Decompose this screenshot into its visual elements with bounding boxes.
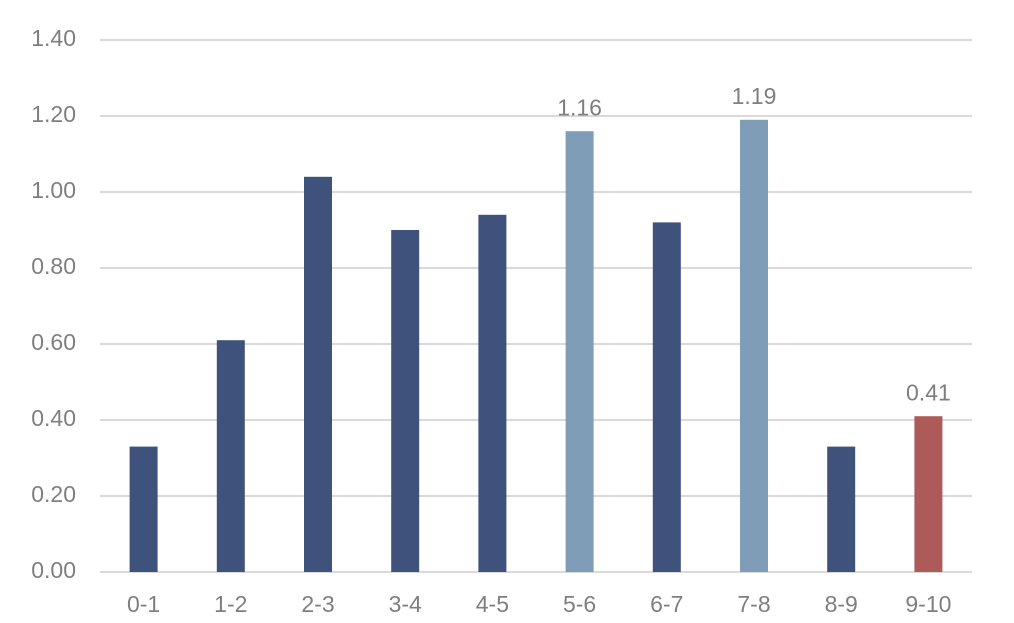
bar — [129, 446, 158, 572]
bar — [740, 119, 768, 573]
x-tick-label: 7-8 — [737, 591, 770, 617]
x-tick-label: 9-10 — [905, 591, 951, 617]
x-tick-label: 8-9 — [825, 591, 858, 617]
x-tick-label: 1-2 — [214, 591, 247, 617]
bar — [216, 340, 245, 572]
y-tick-label: 0.40 — [31, 405, 76, 431]
y-tick-label: 1.00 — [31, 177, 76, 203]
y-tick-label: 0.20 — [31, 481, 76, 507]
y-tick-label: 1.20 — [31, 101, 76, 127]
bar — [478, 214, 507, 573]
y-tick-label: 0.80 — [31, 253, 76, 279]
y-tick-label: 1.40 — [31, 25, 76, 51]
data-label: 1.16 — [557, 94, 602, 120]
data-label: 1.19 — [732, 83, 777, 109]
x-tick-label: 6-7 — [650, 591, 683, 617]
x-tick-label: 2-3 — [301, 591, 334, 617]
y-tick-label: 0.60 — [31, 329, 76, 355]
data-label: 0.41 — [906, 379, 951, 405]
bar — [565, 131, 594, 572]
x-tick-label: 5-6 — [563, 591, 596, 617]
x-tick-label: 3-4 — [389, 591, 422, 617]
bar — [914, 416, 943, 572]
bar — [652, 222, 681, 572]
y-tick-label: 0.00 — [31, 557, 76, 583]
bar — [391, 230, 420, 572]
x-tick-label: 0-1 — [127, 591, 160, 617]
x-tick-label: 4-5 — [476, 591, 509, 617]
bar — [827, 446, 856, 572]
bar — [304, 176, 332, 573]
